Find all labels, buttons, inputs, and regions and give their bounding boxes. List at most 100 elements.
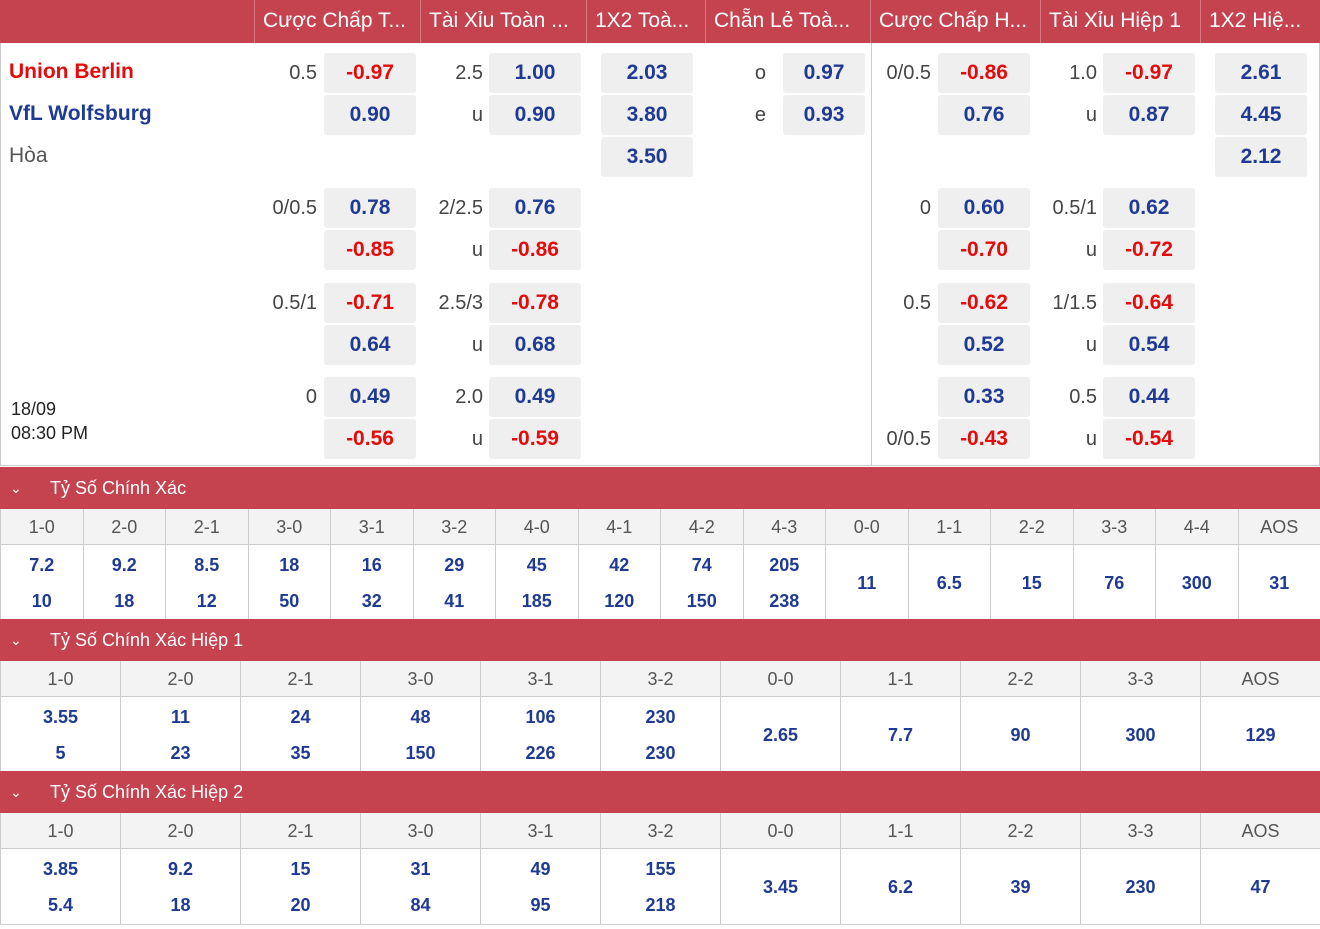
away-score-odds[interactable]: 23 xyxy=(170,743,191,763)
half-under-odds[interactable]: 0.87 xyxy=(1103,95,1195,135)
score-odds-cell[interactable]: 9.2 18 xyxy=(121,849,241,925)
chevron-down-icon[interactable]: ⌄ xyxy=(10,784,22,800)
handicap-away-odds[interactable]: -0.85 xyxy=(324,230,416,270)
col-1x2-full[interactable]: 1X2 Toà... xyxy=(586,0,705,43)
home-score-odds[interactable]: 11 xyxy=(170,707,191,727)
score-odds-cell[interactable]: 300 xyxy=(1156,545,1239,621)
away-score-odds[interactable]: 185 xyxy=(521,591,552,611)
section-header[interactable]: ⌄ Tỷ Số Chính Xác xyxy=(0,467,1320,509)
away-score-odds[interactable]: 35 xyxy=(290,743,311,763)
col-1x2-half[interactable]: 1X2 Hiệ... xyxy=(1200,0,1320,43)
even-odds[interactable]: 0.93 xyxy=(783,95,865,135)
half-over-odds[interactable]: -0.64 xyxy=(1103,283,1195,323)
score-odds-cell[interactable]: 45 185 xyxy=(496,545,579,621)
score-odds-cell[interactable]: 76 xyxy=(1073,545,1156,621)
score-odds-cell[interactable]: 3.55 5 xyxy=(1,697,121,773)
home-score-odds[interactable]: 24 xyxy=(290,707,311,727)
x12-odds[interactable]: 3.50 xyxy=(601,137,693,177)
under-odds[interactable]: 0.90 xyxy=(489,95,581,135)
home-score-odds[interactable]: 8.5 xyxy=(194,555,220,575)
score-odds-cell[interactable]: 31 xyxy=(1238,545,1320,621)
handicap-home-odds[interactable]: -0.97 xyxy=(324,53,416,93)
chevron-down-icon[interactable]: ⌄ xyxy=(10,480,22,496)
home-score-odds[interactable]: 7.2 xyxy=(29,555,55,575)
home-score-odds[interactable]: 48 xyxy=(410,707,431,727)
score-odds-cell[interactable]: 39 xyxy=(961,849,1081,925)
draw-score-odds[interactable]: 3.45 xyxy=(762,877,799,897)
score-odds-cell[interactable]: 129 xyxy=(1201,697,1320,773)
home-score-odds[interactable]: 3.85 xyxy=(42,859,79,879)
handicap-home-odds[interactable]: -0.71 xyxy=(324,283,416,323)
half-x12-odds[interactable]: 2.12 xyxy=(1215,137,1307,177)
away-score-odds[interactable]: 5 xyxy=(55,743,66,763)
under-odds[interactable]: 0.68 xyxy=(489,325,581,365)
draw-score-odds[interactable]: 47 xyxy=(1250,877,1271,897)
home-score-odds[interactable]: 155 xyxy=(645,859,676,879)
away-score-odds[interactable]: 120 xyxy=(604,591,635,611)
score-odds-cell[interactable]: 230 xyxy=(1081,849,1201,925)
half-handicap-away-odds[interactable]: -0.70 xyxy=(938,230,1030,270)
away-score-odds[interactable]: 18 xyxy=(170,895,191,915)
home-score-odds[interactable]: 106 xyxy=(525,707,556,727)
score-odds-cell[interactable]: 205 238 xyxy=(743,545,826,621)
handicap-home-odds[interactable]: 0.78 xyxy=(324,188,416,228)
score-odds-cell[interactable]: 155 218 xyxy=(601,849,721,925)
score-odds-cell[interactable]: 11 23 xyxy=(121,697,241,773)
half-over-odds[interactable]: -0.97 xyxy=(1103,53,1195,93)
home-score-odds[interactable]: 205 xyxy=(769,555,800,575)
score-odds-cell[interactable]: 230 230 xyxy=(601,697,721,773)
score-odds-cell[interactable]: 7.2 10 xyxy=(1,545,84,621)
half-under-odds[interactable]: 0.54 xyxy=(1103,325,1195,365)
handicap-home-odds[interactable]: 0.49 xyxy=(324,377,416,417)
draw-score-odds[interactable]: 230 xyxy=(1125,877,1156,897)
col-handicap-full[interactable]: Cược Chấp T... xyxy=(254,0,420,43)
draw-score-odds[interactable]: 76 xyxy=(1104,573,1125,593)
score-odds-cell[interactable]: 42 120 xyxy=(578,545,661,621)
away-score-odds[interactable]: 5.4 xyxy=(47,895,74,915)
x12-odds[interactable]: 3.80 xyxy=(601,95,693,135)
col-over-under-half[interactable]: Tài Xỉu Hiệp 1 xyxy=(1040,0,1200,43)
col-handicap-half[interactable]: Cược Chấp H... xyxy=(870,0,1040,43)
score-odds-cell[interactable]: 48 150 xyxy=(361,697,481,773)
handicap-away-odds[interactable]: 0.90 xyxy=(324,95,416,135)
away-score-odds[interactable]: 226 xyxy=(525,743,556,763)
handicap-away-odds[interactable]: 0.64 xyxy=(324,325,416,365)
half-over-odds[interactable]: 0.62 xyxy=(1103,188,1195,228)
draw-score-odds[interactable]: 90 xyxy=(1010,725,1031,745)
draw-score-odds[interactable]: 300 xyxy=(1125,725,1156,745)
draw-score-odds[interactable]: 129 xyxy=(1245,725,1276,745)
chevron-down-icon[interactable]: ⌄ xyxy=(10,632,22,648)
home-score-odds[interactable]: 16 xyxy=(361,555,382,575)
draw-score-odds[interactable]: 15 xyxy=(1021,573,1042,593)
home-score-odds[interactable]: 15 xyxy=(290,859,311,879)
score-odds-cell[interactable]: 2.65 xyxy=(721,697,841,773)
half-handicap-home-odds[interactable]: -0.86 xyxy=(938,53,1030,93)
draw-score-odds[interactable]: 39 xyxy=(1010,877,1031,897)
half-x12-odds[interactable]: 4.45 xyxy=(1215,95,1307,135)
draw-score-odds[interactable]: 6.2 xyxy=(887,877,914,897)
section-header[interactable]: ⌄ Tỷ Số Chính Xác Hiệp 2 xyxy=(0,771,1320,813)
home-score-odds[interactable]: 45 xyxy=(526,555,547,575)
half-over-odds[interactable]: 0.44 xyxy=(1103,377,1195,417)
score-odds-cell[interactable]: 106 226 xyxy=(481,697,601,773)
away-score-odds[interactable]: 32 xyxy=(361,591,382,611)
under-odds[interactable]: -0.59 xyxy=(489,419,581,459)
home-score-odds[interactable]: 74 xyxy=(691,555,712,575)
draw-score-odds[interactable]: 300 xyxy=(1181,573,1212,593)
score-odds-cell[interactable]: 24 35 xyxy=(241,697,361,773)
score-odds-cell[interactable]: 15 xyxy=(991,545,1074,621)
away-score-odds[interactable]: 41 xyxy=(444,591,465,611)
half-under-odds[interactable]: -0.72 xyxy=(1103,230,1195,270)
draw-score-odds[interactable]: 6.5 xyxy=(936,573,962,593)
score-odds-cell[interactable]: 6.5 xyxy=(908,545,991,621)
score-odds-cell[interactable]: 49 95 xyxy=(481,849,601,925)
away-score-odds[interactable]: 218 xyxy=(645,895,676,915)
home-score-odds[interactable]: 3.55 xyxy=(42,707,79,727)
away-score-odds[interactable]: 95 xyxy=(530,895,551,915)
half-handicap-home-odds[interactable]: 0.60 xyxy=(938,188,1030,228)
away-score-odds[interactable]: 12 xyxy=(196,591,217,611)
score-odds-cell[interactable]: 18 50 xyxy=(248,545,331,621)
draw-score-odds[interactable]: 2.65 xyxy=(762,725,799,745)
half-handicap-home-odds[interactable]: -0.62 xyxy=(938,283,1030,323)
half-handicap-away-odds[interactable]: -0.43 xyxy=(938,419,1030,459)
